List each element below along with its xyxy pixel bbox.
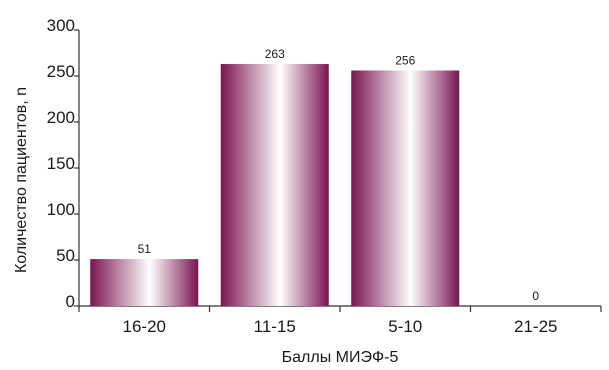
- bar: [351, 70, 460, 306]
- data-labels: 51 263 256 0: [138, 47, 540, 303]
- y-tick-label: 250: [47, 62, 75, 81]
- y-tick-label: 50: [56, 246, 75, 265]
- x-tick-label: 11-15: [254, 317, 296, 336]
- x-tick-label: 21-25: [514, 317, 557, 336]
- y-tick-label: 200: [47, 108, 75, 127]
- y-tick-label: 150: [47, 154, 75, 173]
- x-axis: 16-20 11-15 5-10 21-25: [78, 305, 602, 336]
- bars: [90, 64, 460, 306]
- x-tick-label: 16-20: [123, 317, 166, 336]
- bar: [90, 259, 199, 306]
- y-tick-label: 100: [47, 200, 75, 219]
- y-axis: 0 50 100 150 200 250 300: [47, 16, 80, 311]
- x-axis-title: Баллы МИЭФ-5: [282, 349, 399, 366]
- x-tick-label: 5-10: [388, 317, 422, 336]
- bar: [220, 64, 329, 306]
- y-axis-title: Количество пациентов, n: [13, 87, 30, 273]
- y-tick-label: 0: [66, 292, 75, 311]
- data-label: 0: [532, 289, 539, 303]
- y-tick-label: 300: [47, 16, 75, 35]
- data-label: 51: [138, 242, 152, 256]
- data-label: 256: [395, 53, 415, 67]
- data-label: 263: [265, 47, 285, 61]
